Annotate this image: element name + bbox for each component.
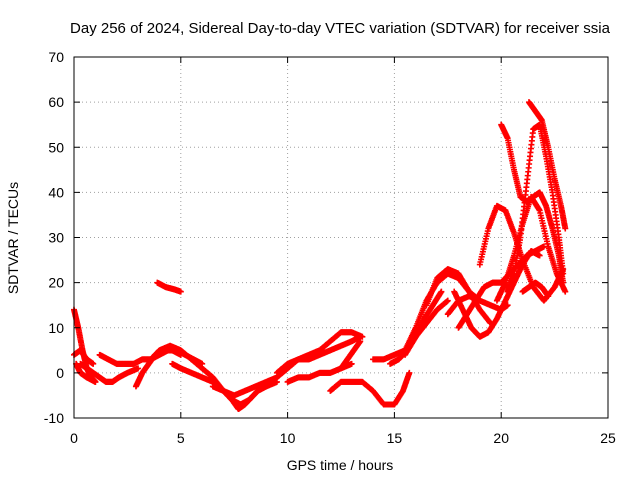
y-tick-label: 40 bbox=[48, 184, 64, 200]
y-tick-label: 0 bbox=[56, 365, 64, 381]
data-point bbox=[444, 297, 451, 304]
y-tick-label: 50 bbox=[48, 139, 64, 155]
series-arc-13 bbox=[327, 369, 413, 408]
data-point bbox=[177, 288, 184, 295]
y-tick-label: -10 bbox=[44, 410, 64, 426]
y-tick-label: 60 bbox=[48, 94, 64, 110]
series-arc-14 bbox=[338, 338, 364, 372]
axis-ticks: 0 5 10 15 20 25 -10 0 10 20 30 40 50 60 70 bbox=[44, 49, 616, 446]
y-tick-label: 20 bbox=[48, 275, 64, 291]
x-tick-label: 20 bbox=[493, 430, 509, 446]
y-tick-label: 70 bbox=[48, 49, 64, 65]
x-axis-label: GPS time / hours bbox=[287, 457, 394, 473]
data-point bbox=[536, 252, 543, 259]
y-tick-label: 30 bbox=[48, 230, 64, 246]
y-axis-label: SDTVAR / TECUs bbox=[5, 182, 21, 294]
y-tick-label: 10 bbox=[48, 320, 64, 336]
data-point bbox=[92, 378, 99, 385]
x-tick-label: 15 bbox=[387, 430, 403, 446]
series-arc-3 bbox=[73, 360, 99, 385]
series-arc-17 bbox=[402, 297, 451, 358]
series-arc-8 bbox=[154, 279, 184, 295]
data-point bbox=[438, 288, 445, 295]
data-point bbox=[562, 288, 569, 295]
series-arc-20 bbox=[451, 248, 543, 340]
series-arc-11 bbox=[273, 333, 364, 376]
series-arc-4 bbox=[77, 360, 142, 385]
series-arc-26 bbox=[493, 193, 569, 304]
data-point bbox=[560, 270, 567, 277]
data-point bbox=[562, 225, 569, 232]
chart-title: Day 256 of 2024, Sidereal Day-to-day VTE… bbox=[70, 20, 611, 37]
data-point bbox=[90, 360, 97, 367]
data-point bbox=[348, 360, 355, 367]
x-tick-label: 10 bbox=[280, 430, 296, 446]
x-tick-label: 5 bbox=[177, 430, 185, 446]
data-point bbox=[357, 338, 364, 345]
series-arc-2 bbox=[71, 347, 97, 367]
data-point bbox=[545, 293, 552, 300]
series-arc-25 bbox=[525, 99, 569, 232]
series-arc-27 bbox=[519, 279, 552, 300]
data-point bbox=[406, 369, 413, 376]
data-marks bbox=[71, 99, 569, 412]
data-point bbox=[135, 365, 142, 372]
x-tick-label: 0 bbox=[70, 430, 78, 446]
x-tick-label: 25 bbox=[600, 430, 616, 446]
